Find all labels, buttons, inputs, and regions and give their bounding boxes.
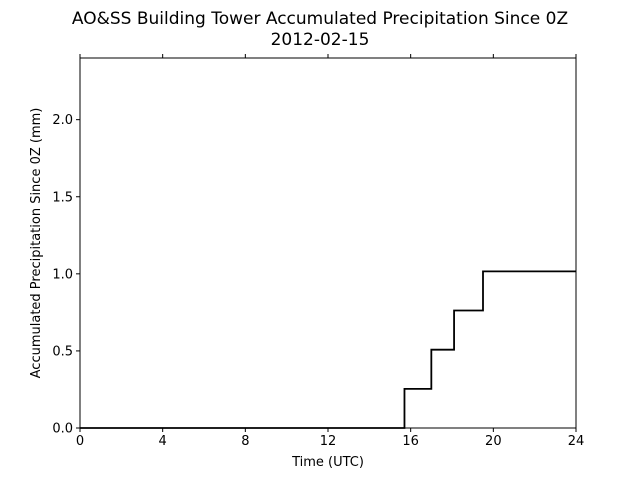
x-axis-label: Time (UTC): [291, 455, 364, 470]
data-layer: [80, 270, 576, 429]
x-tick-label: 4: [159, 434, 167, 449]
x-tick-label: 20: [485, 434, 502, 449]
plot-frame: [79, 57, 577, 429]
y-tick-label: 1.5: [52, 190, 73, 205]
y-tick-label: 0.0: [52, 422, 73, 437]
chart-title: AO&SS Building Tower Accumulated Precipi…: [72, 9, 568, 29]
x-tick-label: 12: [320, 434, 337, 449]
precipitation-step-line: [80, 270, 576, 429]
x-tick-label: 8: [241, 434, 249, 449]
axis-ticks: 0 4 8 12 16 20 24 0.0 0.5 1.0 1.5 2.0: [52, 54, 584, 449]
x-tick-label: 0: [76, 434, 84, 449]
chart-subtitle: 2012-02-15: [271, 30, 370, 50]
y-tick-label: 1.0: [52, 267, 73, 282]
x-tick-label: 24: [568, 434, 585, 449]
x-tick-label: 16: [402, 434, 419, 449]
y-tick-label: 2.0: [52, 113, 73, 128]
y-axis-label: Accumulated Precipitation Since 0Z (mm): [29, 108, 44, 379]
y-tick-label: 0.5: [52, 344, 73, 359]
